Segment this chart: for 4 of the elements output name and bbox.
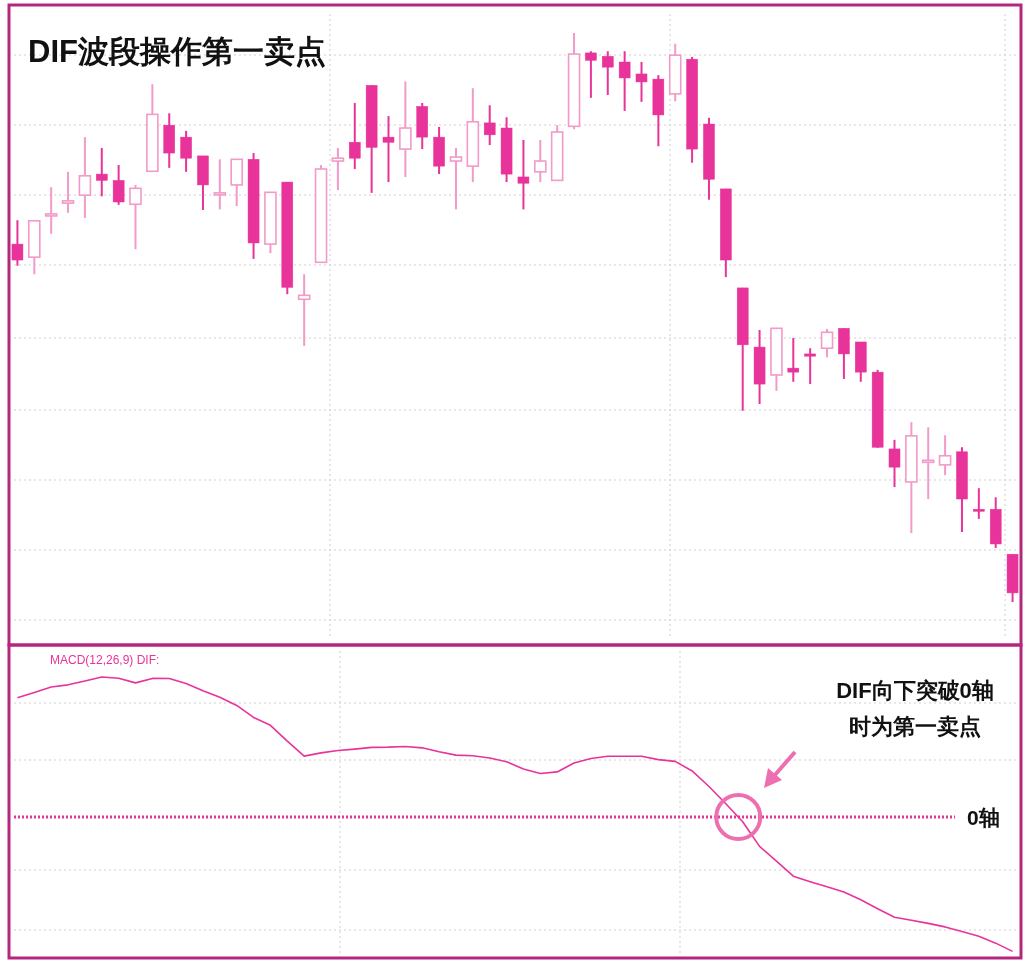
ref-line: 0轴 — [14, 806, 1000, 829]
legend: MACD(12,26,9) DIF: — [50, 653, 160, 667]
title: DIF波段操作第一卖点 — [28, 34, 326, 69]
ref-line-label: 0轴 — [967, 806, 1000, 829]
